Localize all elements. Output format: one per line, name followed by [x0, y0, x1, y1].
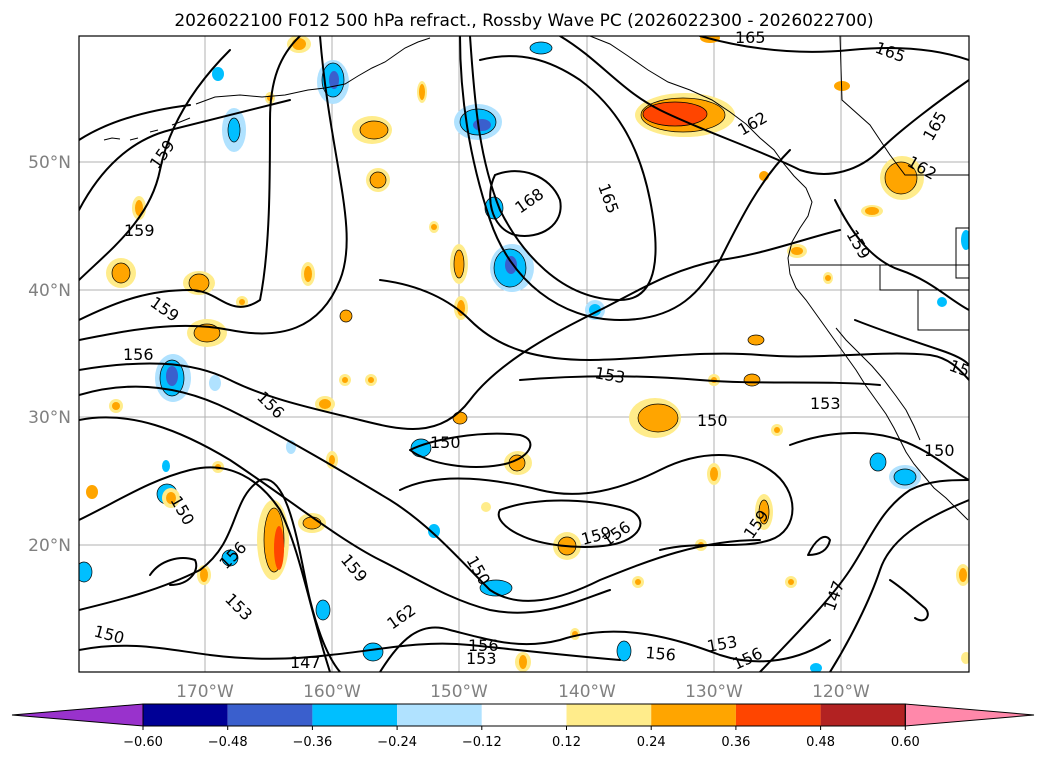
colorbar-segment — [481, 704, 567, 726]
lon-tick: 140°W — [558, 682, 616, 702]
lon-tick: 120°W — [812, 682, 870, 702]
anomaly-shading — [79, 36, 969, 672]
colorbar-segment — [143, 704, 228, 726]
colorbar-tick-label: 0.36 — [721, 735, 750, 750]
contour-label: 156 — [468, 636, 499, 655]
lat-tick: 50°N — [28, 153, 71, 173]
contour-label: 156 — [123, 345, 154, 364]
contour-label: 156 — [645, 643, 677, 665]
lon-tick: 130°W — [685, 682, 743, 702]
colorbar-tick-label: 0.24 — [637, 735, 666, 750]
lon-tick: 150°W — [430, 682, 488, 702]
coastlines — [103, 36, 969, 521]
colorbar-tick-label: −0.24 — [377, 735, 417, 750]
contour-label: 147 — [290, 653, 321, 672]
colorbar-extend-high — [904, 703, 1035, 727]
lat-tick: 40°N — [28, 281, 71, 301]
colorbar-tick-label: 0.48 — [806, 735, 835, 750]
contour-label: 150 — [924, 441, 955, 460]
colorbar-tick-label: −0.60 — [123, 735, 163, 750]
colorbar-extend-low — [11, 703, 144, 727]
colorbar-tick-label: −0.36 — [292, 735, 332, 750]
colorbar-tick-label: 0.12 — [552, 735, 581, 750]
contour-label: 159 — [124, 221, 155, 240]
map-background — [79, 36, 969, 672]
map-panel: 159 159 159 156 156 150 156 153 159 150 … — [78, 28, 972, 674]
colorbar-segment — [651, 704, 736, 726]
figure-title: 2026022100 F012 500 hPa refract., Rossby… — [174, 11, 873, 31]
colorbar-tick-label: −0.12 — [462, 735, 502, 750]
colorbar-tick-label: 0.60 — [891, 735, 920, 750]
colorbar-segment — [820, 704, 906, 726]
colorbar-segment — [566, 704, 652, 726]
height-contours — [79, 36, 969, 672]
colorbar: −0.60 −0.48 −0.36 −0.24 −0.12 0.12 0.24 0.36 0.4… — [11, 703, 1035, 750]
colorbar-frame — [142, 703, 906, 727]
lon-tick: 170°W — [176, 682, 234, 702]
colorbar-segment — [735, 704, 821, 726]
colorbar-tick-label: −0.48 — [208, 735, 248, 750]
lon-tick: 160°W — [303, 682, 361, 702]
lat-tick: 20°N — [28, 536, 71, 556]
lat-tick: 30°N — [28, 408, 71, 428]
contour-label: 153 — [810, 394, 841, 413]
longitude-ticks: 170°W 160°W 150°W 140°W 130°W 120°W — [176, 682, 870, 702]
contour-label: 153 — [466, 649, 497, 668]
latitude-ticks: 50°N 40°N 30°N 20°N — [28, 153, 71, 556]
contour-label: 150 — [430, 433, 461, 452]
colorbar-segment — [312, 704, 398, 726]
contour-label: 165 — [735, 28, 766, 47]
colorbar-segment — [397, 704, 482, 726]
contour-label: 150 — [697, 411, 728, 430]
colorbar-segment — [227, 704, 313, 726]
map-frame — [78, 35, 970, 673]
